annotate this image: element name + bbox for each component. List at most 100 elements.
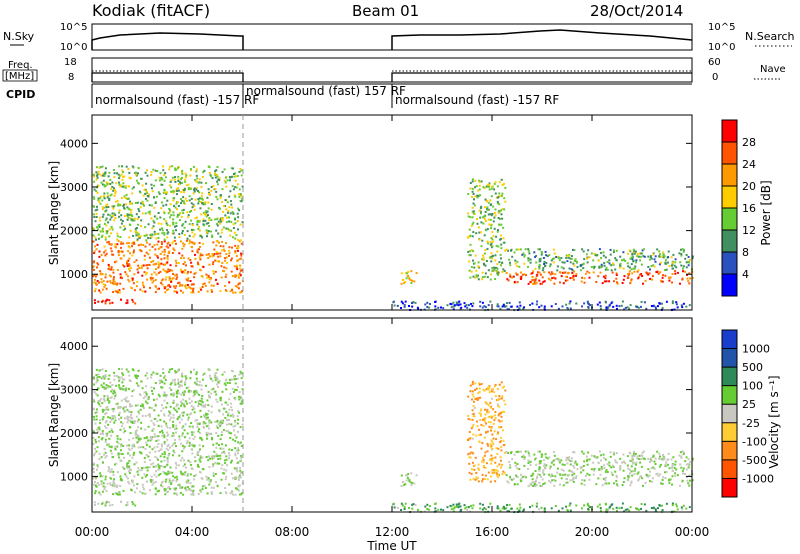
velocity-cell: [520, 478, 523, 480]
velocity-cell: [153, 417, 156, 420]
velocity-cell: [114, 416, 117, 419]
velocity-cell: [492, 422, 495, 425]
velocity-cell: [101, 475, 104, 478]
velocity-cell: [401, 481, 404, 484]
power-cell: [191, 283, 194, 286]
velocity-cell: [566, 481, 569, 484]
power-cell: [124, 271, 127, 274]
noise-tick-bottom-left: 10^0: [60, 42, 87, 53]
velocity-cell: [117, 405, 120, 408]
velocity-cell: [657, 507, 659, 510]
velocity-cell: [603, 467, 606, 469]
power-cell: [588, 271, 591, 274]
power-cell: [107, 175, 110, 178]
velocity-cell: [233, 378, 236, 381]
velocity-cell: [524, 450, 527, 453]
velocity-cell: [148, 451, 151, 454]
power-cell: [605, 301, 607, 304]
velocity-cell: [135, 429, 138, 432]
power-cell: [211, 234, 214, 237]
power-cell: [94, 278, 96, 281]
velocity-cell: [604, 458, 607, 461]
velocity-cell: [171, 434, 174, 437]
power-cell: [174, 259, 177, 262]
power-cell: [177, 166, 179, 169]
velocity-cell: [560, 468, 563, 471]
power-cell: [145, 190, 148, 193]
velocity-cell: [216, 420, 219, 423]
power-cell: [137, 182, 140, 185]
power-cell: [173, 236, 176, 239]
power-cell: [503, 241, 506, 244]
velocity-cell: [473, 406, 476, 409]
power-cell: [488, 223, 491, 226]
velocity-cell: [496, 403, 499, 406]
power-cell: [110, 266, 113, 269]
velocity-cell: [600, 466, 603, 468]
velocity-cell: [492, 408, 495, 411]
power-cell: [239, 168, 242, 170]
velocity-cell: [131, 501, 134, 503]
power-cell: [145, 192, 148, 194]
power-cell: [163, 263, 166, 266]
velocity-cell: [207, 416, 209, 419]
power-cell: [161, 178, 164, 181]
power-cell: [106, 183, 109, 185]
velocity-cell: [161, 445, 163, 448]
velocity-cell: [94, 490, 97, 492]
power-cell: [491, 257, 494, 260]
velocity-cell: [491, 447, 494, 450]
power-cell: [97, 237, 100, 240]
power-cell: [470, 249, 473, 252]
power-cell: [499, 307, 502, 310]
power-cell: [232, 291, 235, 294]
power-cell: [158, 192, 161, 195]
power-cell: [156, 256, 159, 259]
velocity-cell: [472, 395, 475, 398]
power-cell: [108, 197, 111, 200]
power-cell: [481, 271, 484, 274]
velocity-cell: [92, 407, 95, 410]
power-cell: [474, 186, 477, 189]
velocity-cell: [169, 488, 172, 490]
velocity-cell: [489, 446, 492, 449]
power-cell: [199, 246, 201, 248]
power-cell: [240, 197, 243, 200]
velocity-colorbar-band: [722, 459, 737, 479]
velocity-cell: [529, 463, 532, 466]
power-cell: [150, 233, 153, 236]
power-cell: [93, 180, 96, 183]
velocity-cell: [176, 418, 179, 420]
velocity-cell: [173, 451, 176, 454]
power-cell: [184, 180, 187, 183]
power-cell: [546, 255, 549, 258]
power-cell: [205, 273, 208, 276]
power-cell: [479, 210, 482, 213]
power-cell: [498, 218, 501, 220]
velocity-cell: [542, 469, 545, 472]
power-cell: [643, 301, 646, 304]
power-cell: [608, 262, 611, 265]
power-cell: [661, 276, 664, 279]
velocity-cell: [104, 478, 107, 481]
power-cell: [478, 184, 481, 187]
power-cell: [569, 261, 572, 264]
velocity-cell: [195, 371, 198, 374]
power-cell: [103, 245, 106, 248]
power-cell: [165, 276, 168, 279]
power-cell: [539, 257, 542, 260]
power-cell: [174, 287, 177, 289]
power-cell: [474, 179, 477, 182]
power-cell: [490, 273, 492, 276]
velocity-cell: [640, 465, 643, 468]
velocity-cell: [464, 507, 467, 510]
velocity-cell: [178, 435, 181, 438]
velocity-cell: [133, 463, 136, 466]
velocity-cell: [102, 416, 105, 419]
power-cell: [163, 233, 166, 236]
power-cell: [93, 273, 96, 276]
power-cell: [405, 277, 408, 280]
velocity-cell: [181, 456, 184, 459]
power-cell: [489, 300, 492, 303]
power-cell: [489, 199, 492, 202]
